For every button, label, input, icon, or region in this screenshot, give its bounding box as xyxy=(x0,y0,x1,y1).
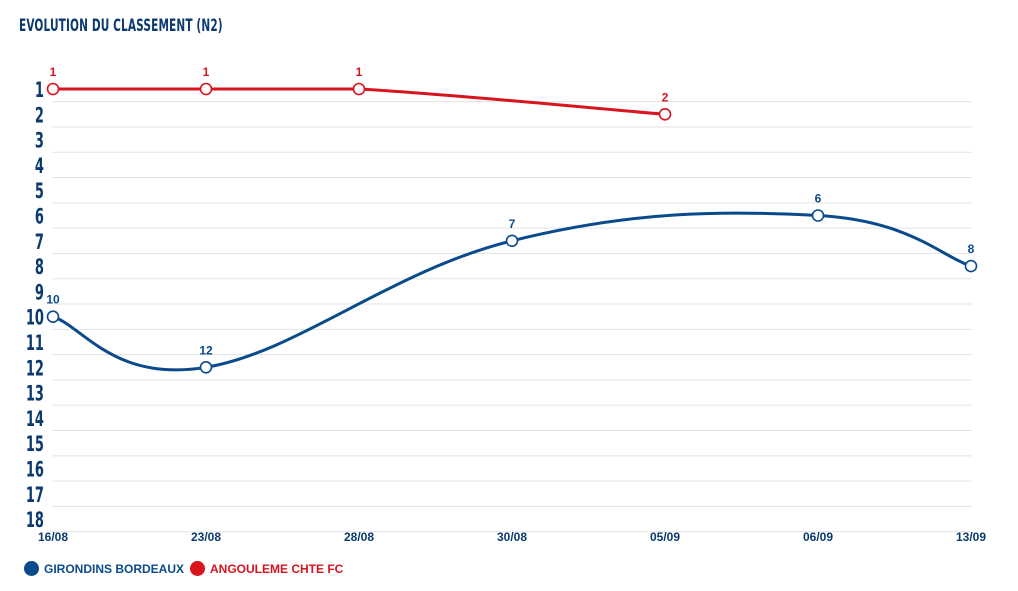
data-label: 1 xyxy=(50,65,57,79)
x-tick-label: 23/08 xyxy=(191,530,221,544)
x-tick-label: 13/09 xyxy=(956,530,986,544)
legend-swatch-icon xyxy=(190,561,206,576)
y-tick-label: 4 xyxy=(35,155,44,179)
data-point[interactable] xyxy=(658,108,672,121)
legend-swatch-icon xyxy=(24,561,39,576)
x-tick-label: 30/08 xyxy=(497,530,527,544)
data-point[interactable] xyxy=(46,82,60,96)
y-tick-label: 12 xyxy=(26,357,44,381)
legend-label: GIRONDINS BORDEAUX xyxy=(44,561,185,576)
y-tick-label: 11 xyxy=(26,332,44,356)
data-label: 12 xyxy=(199,343,213,357)
grid xyxy=(52,101,972,533)
y-tick-label: 3 xyxy=(35,130,44,154)
x-tick-label: 28/08 xyxy=(344,530,374,544)
x-axis: 16/08 23/08 28/08 30/08 05/09 06/09 13/09 xyxy=(38,530,986,544)
data-label: 7 xyxy=(509,217,516,231)
data-label: 6 xyxy=(815,192,822,206)
y-tick-label: 8 xyxy=(35,256,44,280)
data-point[interactable] xyxy=(811,209,825,222)
legend-item[interactable]: GIRONDINS BORDEAUX xyxy=(24,561,184,576)
x-tick-label: 16/08 xyxy=(38,530,68,544)
y-tick-label: 10 xyxy=(26,307,44,331)
chart-title: EVOLUTION DU CLASSEMENT (N2) xyxy=(19,16,223,36)
y-tick-label: 5 xyxy=(35,180,44,204)
y-tick-label: 9 xyxy=(35,281,44,305)
y-tick-label: 6 xyxy=(35,205,44,229)
legend-item[interactable]: ANGOULEME CHTE FC xyxy=(190,561,343,576)
data-label: 2 xyxy=(662,90,669,104)
x-tick-label: 06/09 xyxy=(803,530,833,544)
y-tick-label: 14 xyxy=(26,408,44,432)
data-label: 1 xyxy=(203,65,210,79)
data-point[interactable] xyxy=(199,82,213,96)
y-tick-label: 17 xyxy=(26,484,44,508)
data-point[interactable] xyxy=(964,259,978,273)
data-point[interactable] xyxy=(46,310,60,324)
y-tick-label: 1 xyxy=(35,79,44,103)
data-point[interactable] xyxy=(352,82,366,96)
legend-label: ANGOULEME CHTE FC xyxy=(210,561,344,576)
y-tick-label: 13 xyxy=(26,383,44,407)
y-tick-label: 15 xyxy=(26,433,44,457)
data-label: 1 xyxy=(356,65,363,79)
data-point[interactable] xyxy=(505,234,519,248)
data-label: 10 xyxy=(46,293,60,307)
data-label: 8 xyxy=(968,242,975,256)
y-tick-label: 2 xyxy=(35,104,44,128)
series-bordeaux: 10 12 7 6 8 xyxy=(46,192,978,374)
y-tick-label: 7 xyxy=(35,231,44,255)
data-point[interactable] xyxy=(199,360,213,374)
y-tick-label: 16 xyxy=(26,458,44,482)
series-line xyxy=(51,87,667,116)
x-tick-label: 05/09 xyxy=(650,530,680,544)
legend: GIRONDINS BORDEAUX ANGOULEME CHTE FC xyxy=(24,561,349,576)
series-angouleme: 1 1 1 2 xyxy=(46,65,672,121)
y-tick-label: 18 xyxy=(26,509,44,533)
